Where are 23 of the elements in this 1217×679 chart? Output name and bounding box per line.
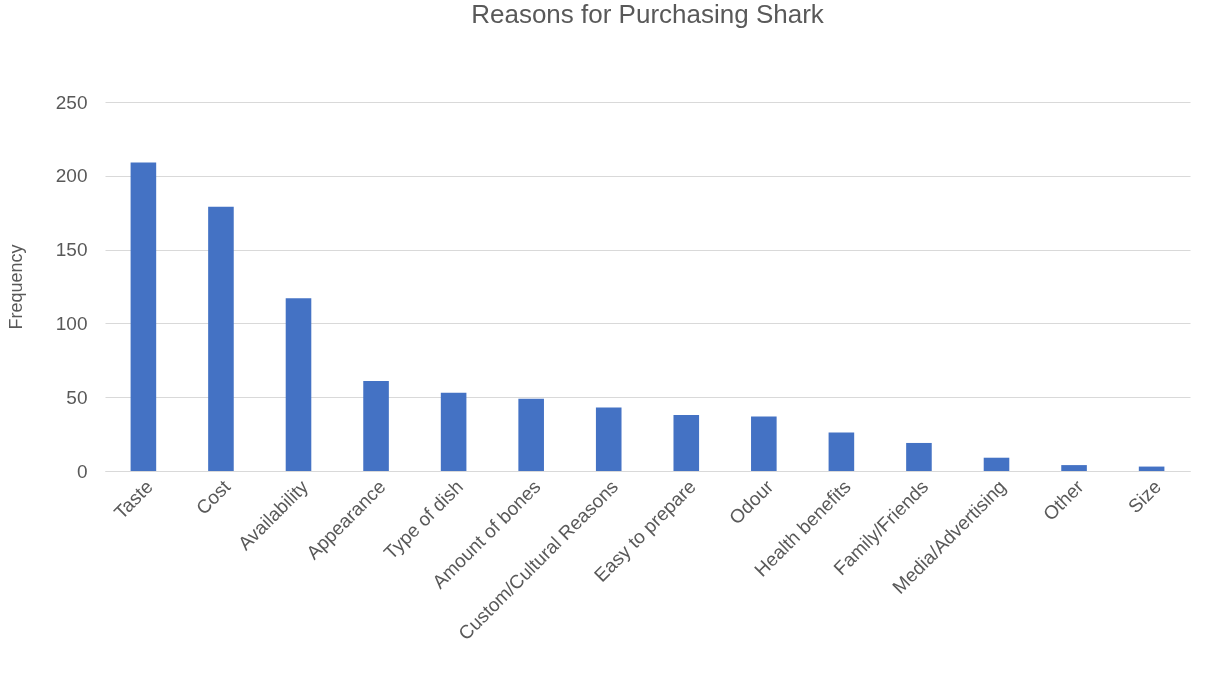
y-axis-title: Frequency bbox=[5, 244, 26, 330]
y-tick-label: 150 bbox=[55, 239, 88, 261]
chart-title: Reasons for Purchasing Shark bbox=[471, 0, 825, 29]
bar bbox=[751, 416, 777, 471]
x-tick-label: Cost bbox=[191, 475, 235, 519]
y-tick-label: 50 bbox=[66, 386, 88, 408]
y-tick-label: 200 bbox=[55, 165, 88, 187]
bar bbox=[363, 380, 389, 471]
bar bbox=[983, 457, 1010, 471]
bar bbox=[285, 298, 312, 471]
bar bbox=[673, 414, 700, 471]
bar bbox=[130, 162, 157, 471]
bar bbox=[828, 432, 855, 471]
bar bbox=[906, 442, 932, 471]
y-tick-label: 0 bbox=[76, 460, 88, 482]
bar bbox=[440, 392, 467, 471]
bar bbox=[1061, 465, 1087, 471]
y-tick-label: 250 bbox=[55, 91, 88, 113]
bar bbox=[518, 398, 544, 471]
y-tick-label: 100 bbox=[55, 312, 88, 334]
bar bbox=[208, 206, 234, 471]
bar bbox=[595, 407, 622, 471]
x-tick-label: Size bbox=[1124, 476, 1166, 518]
